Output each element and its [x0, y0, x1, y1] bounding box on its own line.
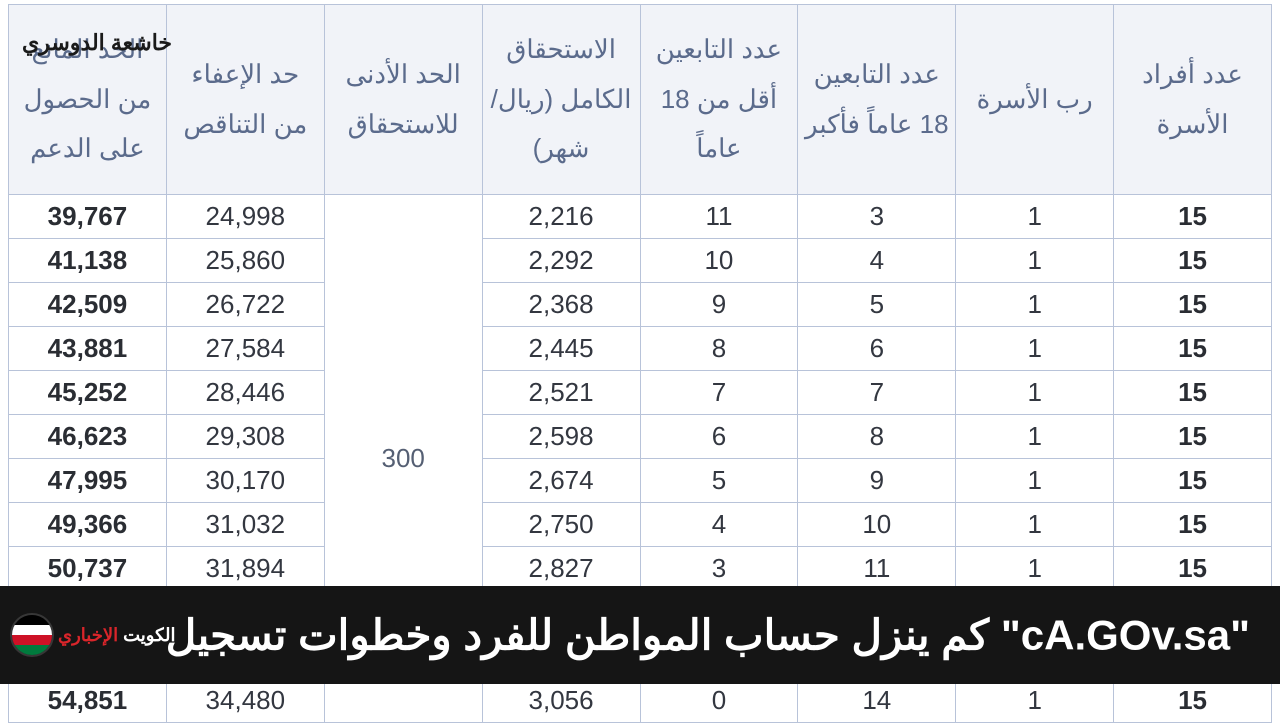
cell-full: 2,750: [482, 503, 640, 547]
banner-logo: الكويت الإخباري: [12, 615, 176, 655]
cell-exempt: 31,032: [166, 503, 324, 547]
table-row: 1514102,292 25,86041,138: [9, 239, 1272, 283]
cell-dep18plus: 14: [798, 679, 956, 723]
cell-blocking: 46,623: [9, 415, 167, 459]
table-row: 151772,52128,44645,252: [9, 371, 1272, 415]
cell-depU18: 0: [640, 679, 798, 723]
cell-depU18: 9: [640, 283, 798, 327]
cell-blocking: 42,509: [9, 283, 167, 327]
col-full-ent: الاستحقاق الكامل (ريال/شهر): [482, 5, 640, 195]
cell-head: 1: [956, 459, 1114, 503]
cell-exempt: 30,170: [166, 459, 324, 503]
cell-depU18: 3: [640, 547, 798, 591]
cell-full: 2,445: [482, 327, 640, 371]
col-dep-18plus: عدد التابعين 18 عاماً فأكبر: [798, 5, 956, 195]
cell-exempt: 25,860: [166, 239, 324, 283]
table-row: 151592,36826,72242,509: [9, 283, 1272, 327]
cell-dep18plus: 6: [798, 327, 956, 371]
cell-blocking: 47,995: [9, 459, 167, 503]
cell-head: 1: [956, 327, 1114, 371]
flag-icon: [12, 615, 52, 655]
cell-full: 2,674: [482, 459, 640, 503]
logo-word-2: الإخباري: [58, 625, 118, 645]
cell-family: 15: [1114, 679, 1272, 723]
cell-family: 15: [1114, 239, 1272, 283]
cell-blocking: 39,767: [9, 195, 167, 239]
cell-full: 3,056: [482, 679, 640, 723]
cell-head: 1: [956, 239, 1114, 283]
table-row: 1511132,82731,89450,737: [9, 547, 1272, 591]
cell-family: 15: [1114, 415, 1272, 459]
cell-exempt: 26,722: [166, 283, 324, 327]
cell-exempt: 34,480: [166, 679, 324, 723]
cell-blocking: 43,881: [9, 327, 167, 371]
cell-exempt: 31,894: [166, 547, 324, 591]
cell-head: 1: [956, 371, 1114, 415]
col-exempt: حد الإعفاء من التناقص: [166, 5, 324, 195]
cell-family: 15: [1114, 327, 1272, 371]
cell-depU18: 5: [640, 459, 798, 503]
cell-full: 2,292: [482, 239, 640, 283]
cell-blocking: 45,252: [9, 371, 167, 415]
col-min-ent: الحد الأدنى للاستحقاق: [324, 5, 482, 195]
cell-family: 15: [1114, 459, 1272, 503]
logo-word-1: الكويت: [123, 625, 175, 645]
cell-exempt: 24,998: [166, 195, 324, 239]
cell-head: 1: [956, 283, 1114, 327]
cell-dep18plus: 5: [798, 283, 956, 327]
cell-blocking: 50,737: [9, 547, 167, 591]
cell-depU18: 8: [640, 327, 798, 371]
cell-dep18plus: 11: [798, 547, 956, 591]
cell-depU18: 11: [640, 195, 798, 239]
cell-exempt: 28,446: [166, 371, 324, 415]
cell-head: 1: [956, 415, 1114, 459]
cell-full: 2,216: [482, 195, 640, 239]
cell-dep18plus: 8: [798, 415, 956, 459]
col-family-size: عدد أفراد الأسرة: [1114, 5, 1272, 195]
table-row: 151682,445 27,58443,881: [9, 327, 1272, 371]
table-row: 1513112,21630024,99839,767: [9, 195, 1272, 239]
cell-blocking: 54,851: [9, 679, 167, 723]
cell-head: 1: [956, 195, 1114, 239]
cell-dep18plus: 4: [798, 239, 956, 283]
logo-text: الكويت الإخباري: [58, 625, 176, 646]
cell-full: 2,368: [482, 283, 640, 327]
table-row: 151862,598 29,30846,623: [9, 415, 1272, 459]
cell-dep18plus: 10: [798, 503, 956, 547]
cell-exempt: 27,584: [166, 327, 324, 371]
cell-full: 2,521: [482, 371, 640, 415]
cell-family: 15: [1114, 195, 1272, 239]
col-head: رب الأسرة: [956, 5, 1114, 195]
cell-depU18: 7: [640, 371, 798, 415]
cell-depU18: 10: [640, 239, 798, 283]
cell-family: 15: [1114, 283, 1272, 327]
table-row: 151952,674 30,17047,995: [9, 459, 1272, 503]
cell-head: 1: [956, 679, 1114, 723]
table-row: 1511403,056 34,48054,851: [9, 679, 1272, 723]
cell-blocking: 49,366: [9, 503, 167, 547]
cell-dep18plus: 3: [798, 195, 956, 239]
cell-family: 15: [1114, 503, 1272, 547]
cell-blocking: 41,138: [9, 239, 167, 283]
cell-dep18plus: 9: [798, 459, 956, 503]
banner-headline: "cA.GOv.sa" كم ينزل حساب المواطن للفرد و…: [166, 611, 1250, 660]
cell-family: 15: [1114, 547, 1272, 591]
table-header-row: عدد أفراد الأسرة رب الأسرة عدد التابعين …: [9, 5, 1272, 195]
table-row: 1511042,750 31,03249,366: [9, 503, 1272, 547]
cell-depU18: 4: [640, 503, 798, 547]
author-overlay: خاشعة الدوسري: [22, 30, 172, 56]
col-dep-under18: عدد التابعين أقل من 18 عاماً: [640, 5, 798, 195]
cell-head: 1: [956, 503, 1114, 547]
cell-dep18plus: 7: [798, 371, 956, 415]
cell-family: 15: [1114, 371, 1272, 415]
cell-full: 2,598: [482, 415, 640, 459]
cell-exempt: 29,308: [166, 415, 324, 459]
cell-head: 1: [956, 547, 1114, 591]
cell-full: 2,827: [482, 547, 640, 591]
bottom-banner: "cA.GOv.sa" كم ينزل حساب المواطن للفرد و…: [0, 586, 1280, 684]
cell-depU18: 6: [640, 415, 798, 459]
